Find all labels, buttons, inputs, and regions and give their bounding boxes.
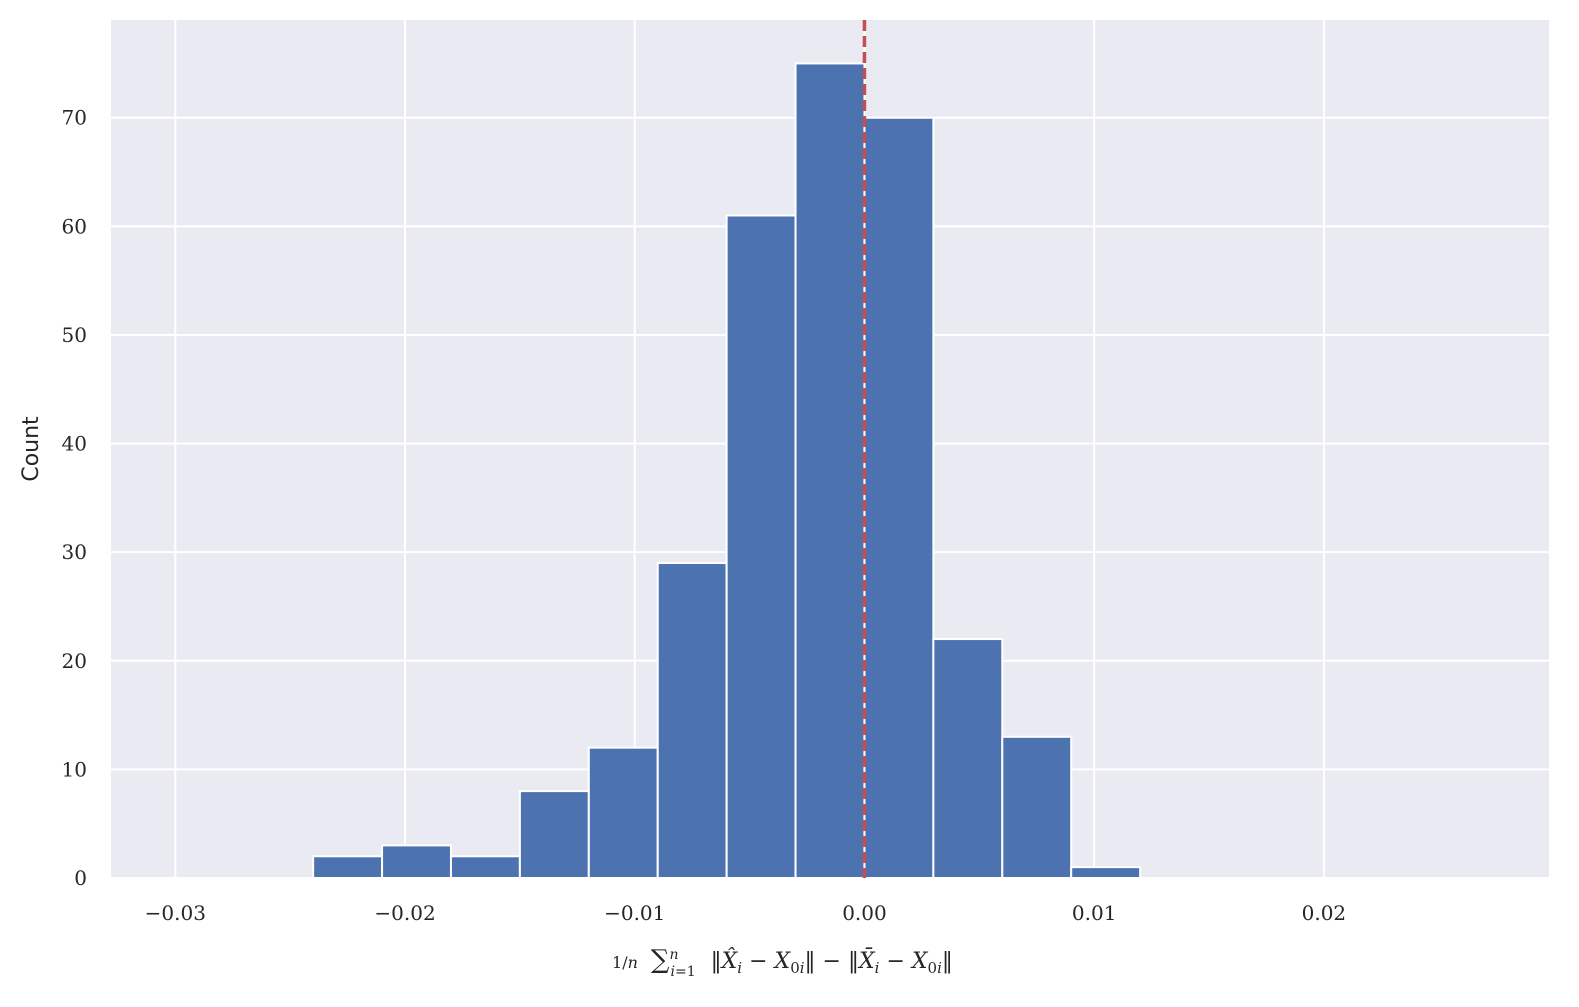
histogram-bars bbox=[312, 62, 1142, 880]
x-tick-labels: −0.03 −0.02 −0.01 0.00 0.01 0.02 bbox=[145, 901, 1346, 925]
x-tick-label: 0.02 bbox=[1302, 901, 1347, 925]
x-tick-label: 0.00 bbox=[842, 901, 887, 925]
y-tick-label: 50 bbox=[62, 323, 87, 347]
histogram-bar bbox=[381, 844, 452, 880]
y-tick-label: 70 bbox=[62, 106, 87, 130]
histogram-bar bbox=[656, 562, 728, 879]
histogram-bar bbox=[725, 214, 797, 880]
histogram-bar bbox=[1001, 735, 1073, 879]
x-tick-label: −0.01 bbox=[604, 901, 665, 925]
x-tick-label: −0.03 bbox=[145, 901, 206, 925]
y-tick-label: 20 bbox=[62, 649, 87, 673]
histogram-bar bbox=[932, 638, 1004, 879]
y-tick-label: 60 bbox=[62, 214, 87, 238]
y-tick-labels: 0 10 20 30 40 50 60 70 bbox=[62, 106, 87, 890]
histogram-bar bbox=[587, 746, 659, 880]
x-axis-label: 1/n ∑n i=1 ‖X̂i − X0i‖ − ‖X̄i − X0i‖ bbox=[612, 945, 953, 982]
histogram-bar bbox=[518, 790, 590, 880]
y-tick-label: 10 bbox=[62, 757, 87, 781]
histogram-bar bbox=[794, 62, 866, 879]
y-tick-label: 40 bbox=[62, 432, 87, 456]
x-tick-label: −0.02 bbox=[374, 901, 435, 925]
histogram-bar bbox=[863, 116, 935, 880]
y-tick-label: 30 bbox=[62, 540, 87, 564]
histogram-bar bbox=[1070, 866, 1142, 879]
x-axis-label-fraction: 1 bbox=[612, 953, 622, 972]
histogram-bar bbox=[312, 855, 384, 880]
histogram-bar bbox=[449, 855, 521, 880]
y-axis-label: Count bbox=[19, 416, 44, 482]
y-tick-label: 0 bbox=[74, 866, 87, 890]
x-tick-label: 0.01 bbox=[1072, 901, 1117, 925]
